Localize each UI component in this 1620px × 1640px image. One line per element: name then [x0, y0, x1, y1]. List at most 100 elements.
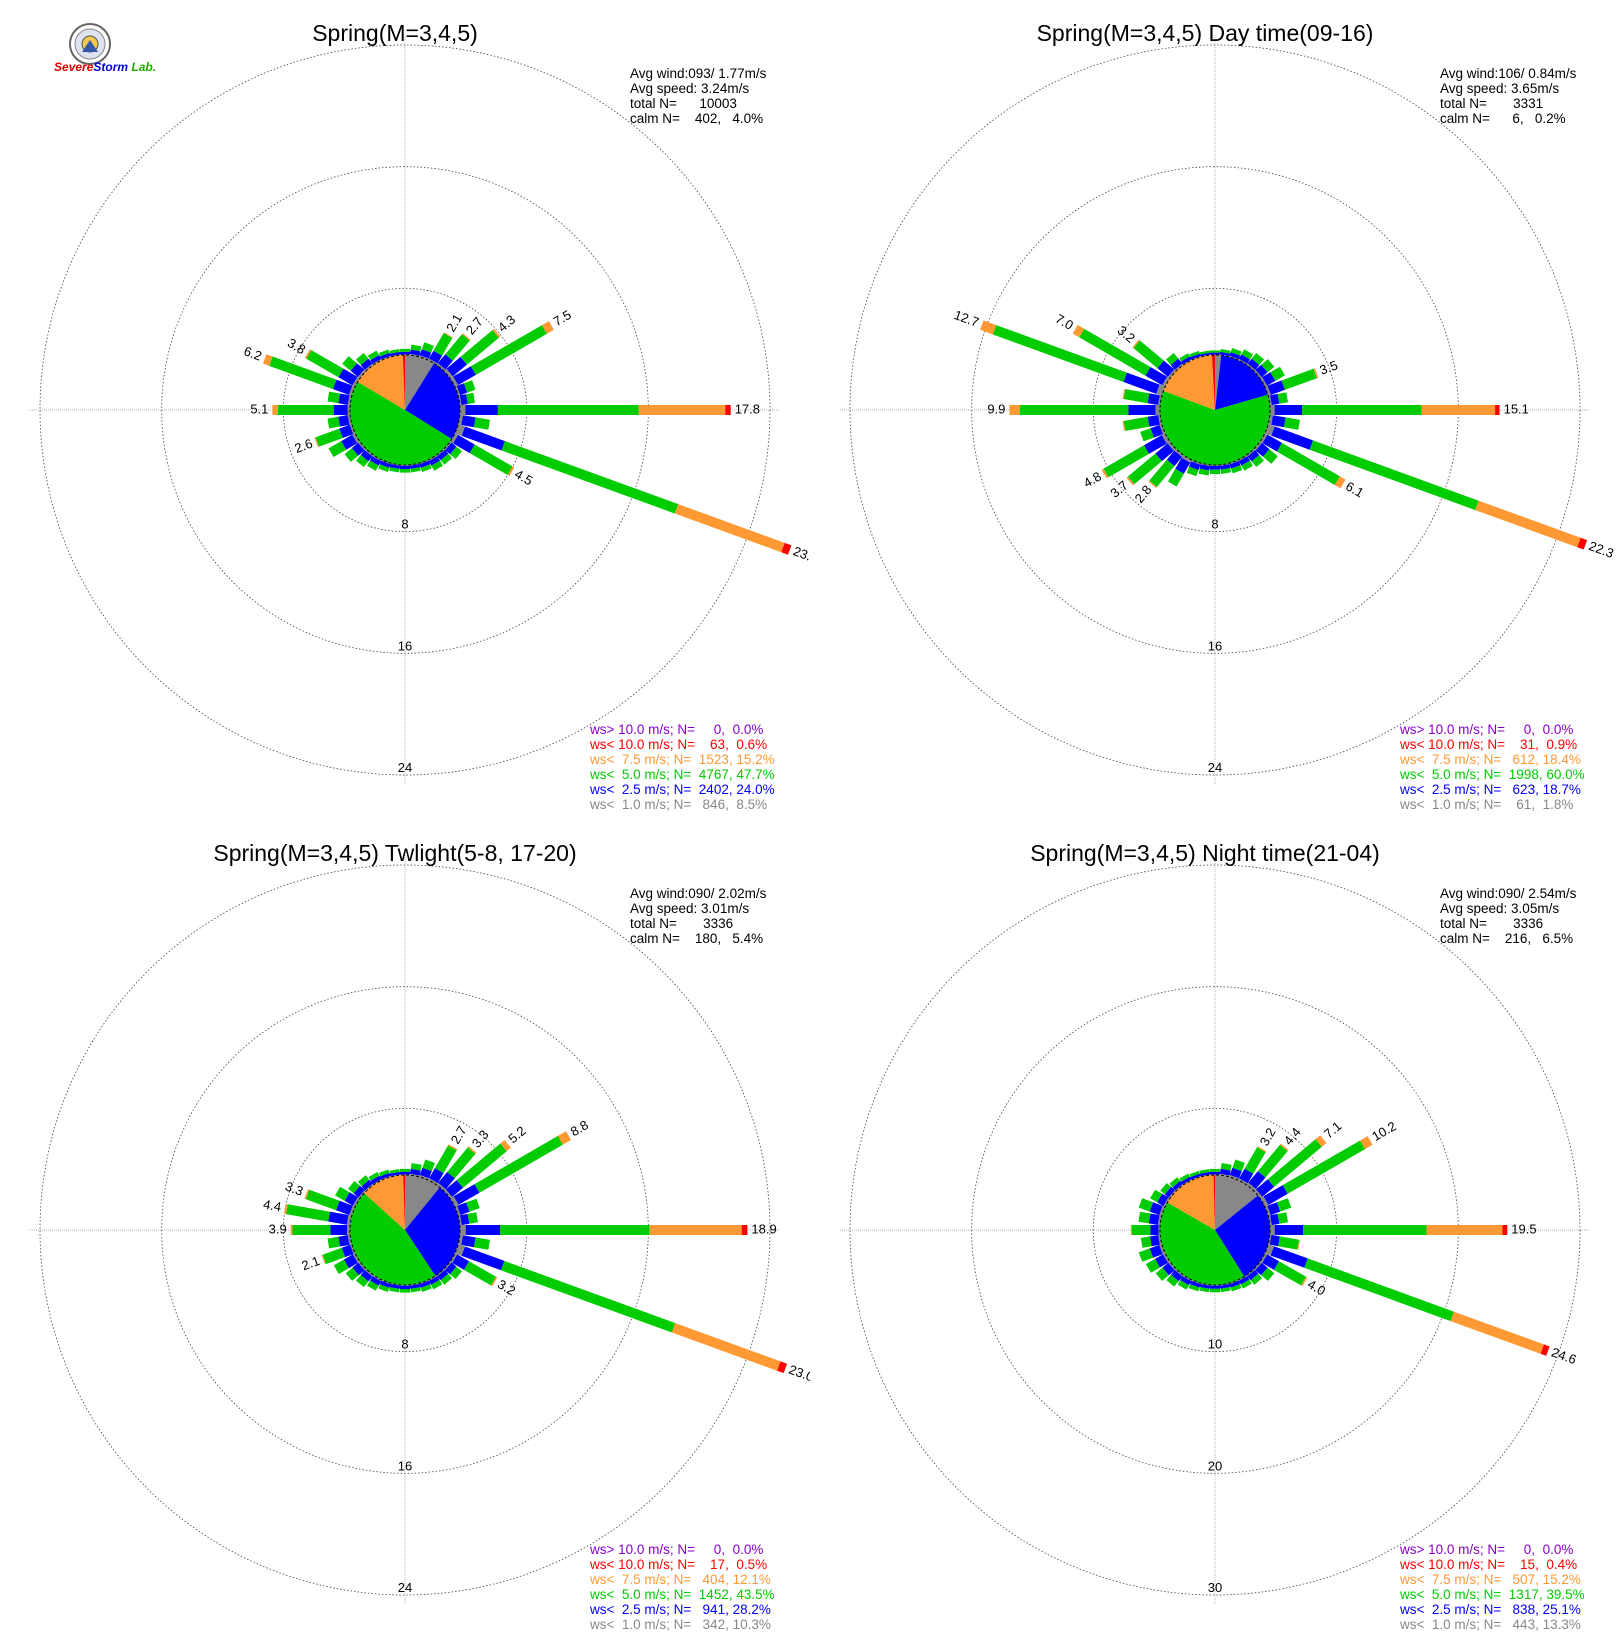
bar-value-label: 6.1	[1343, 478, 1366, 500]
pie-slice	[1211, 355, 1215, 410]
bar-segment	[1166, 450, 1183, 467]
wind-stats: Avg wind:106/ 0.84m/s Avg speed: 3.65m/s t…	[1440, 66, 1576, 126]
bar-segment	[420, 464, 432, 472]
bar-segment	[338, 393, 350, 405]
legend-count: 4767,	[691, 767, 737, 782]
bar-segment	[361, 1179, 373, 1191]
bar-segment	[358, 1175, 370, 1187]
legend-entry: ws< 2.5 m/s; N= 838, 25.1%	[1400, 1602, 1585, 1617]
bar-value-label: 7.5	[551, 307, 574, 329]
bar-segment	[390, 1171, 401, 1177]
bar-segment	[777, 1361, 788, 1374]
legend-percent: 0.0%	[1538, 1542, 1574, 1557]
bar-segment	[434, 1145, 457, 1174]
logo-text-part: torm	[101, 60, 129, 74]
bar-segment	[419, 1167, 432, 1179]
bar-segment	[445, 442, 457, 455]
bar-segment	[453, 366, 476, 386]
bar-segment	[353, 1185, 365, 1198]
bar-segment	[1179, 1173, 1190, 1182]
legend-percent: 18.4%	[1542, 752, 1581, 767]
direction-bar	[358, 1175, 374, 1192]
legend-entry: ws< 5.0 m/s; N= 4767, 47.7%	[590, 767, 775, 782]
bar-value-label: 4.4	[262, 1197, 282, 1215]
pie-slice	[349, 1193, 436, 1286]
direction-bar	[1265, 1244, 1550, 1356]
legend-label: ws< 5.0 m/s; N=	[1400, 1587, 1502, 1602]
legend-count: 0,	[695, 722, 729, 737]
bar-segment	[458, 1215, 462, 1226]
direction-bar	[1270, 405, 1500, 415]
bar-segment	[1144, 435, 1167, 454]
bar-segment	[1170, 358, 1183, 370]
bar-segment	[1274, 405, 1303, 415]
pie-slice	[1159, 1202, 1245, 1286]
bar-segment	[1210, 1168, 1220, 1172]
bar-segment	[445, 1180, 464, 1197]
bar-segment	[674, 504, 785, 553]
bar-segment	[358, 441, 367, 451]
legend-entry: ws< 7.5 m/s; N= 404, 12.1%	[590, 1572, 775, 1587]
bar-segment	[1164, 1186, 1176, 1198]
bar-segment	[1200, 1171, 1211, 1177]
bar-segment	[419, 1280, 431, 1288]
bar-segment	[352, 376, 360, 387]
wind-stats: Avg wind:090/ 2.54m/s Avg speed: 3.05m/s t…	[1440, 886, 1576, 946]
bar-segment	[341, 1244, 354, 1258]
bar-segment	[389, 1287, 400, 1293]
bar-segment	[1297, 1239, 1300, 1250]
direction-bar	[1009, 405, 1160, 415]
bar-segment	[344, 448, 359, 462]
bar-segment	[1277, 442, 1340, 485]
bar-segment	[1163, 1197, 1170, 1207]
bar-segment	[446, 356, 467, 377]
legend-count: 623,	[1501, 782, 1543, 797]
direction-bar	[1155, 1261, 1177, 1281]
bar-segment	[470, 325, 547, 375]
direction-bar	[345, 1261, 367, 1281]
bar-segment	[460, 1213, 470, 1226]
bar-segment	[1250, 1273, 1262, 1285]
bar-value-label: 3.7	[1107, 478, 1130, 501]
bar-segment	[367, 1280, 379, 1291]
bar-value-label: 3.9	[269, 1221, 287, 1236]
bar-segment	[1170, 1270, 1183, 1282]
legend-entry: ws< 10.0 m/s; N= 31, 0.9%	[1400, 737, 1585, 752]
bar-value-label: 23.0	[787, 1362, 810, 1385]
legend-count: 1523,	[691, 752, 737, 767]
direction-bar	[1260, 1253, 1308, 1287]
bar-value-label: 3.3	[283, 1178, 305, 1198]
bar-segment	[437, 354, 453, 370]
bar-segment	[410, 1287, 421, 1293]
bar-segment	[333, 405, 348, 415]
legend-label: ws> 10.0 m/s; N=	[590, 722, 696, 737]
legend-percent: 15.2%	[736, 752, 775, 767]
direction-bar	[1238, 455, 1253, 471]
legend-percent: 8.5%	[732, 797, 768, 812]
bar-segment	[1199, 1284, 1211, 1289]
bar-segment	[1210, 1285, 1220, 1289]
bar-segment	[456, 383, 468, 396]
direction-bar	[419, 342, 434, 360]
bar-segment	[429, 1168, 444, 1184]
bar-segment	[400, 351, 410, 355]
wind-rose-plot: 10 20 30 3.2 4.4 7.1 10.2 19.5 24.6 4.0	[840, 855, 1590, 1605]
legend-count: 2402,	[691, 782, 737, 797]
bar-segment	[428, 1275, 438, 1282]
bar-segment	[1269, 1234, 1280, 1247]
bar-segment	[1257, 1144, 1288, 1178]
direction-bar	[1219, 1163, 1232, 1177]
legend-label: ws< 10.0 m/s; N=	[1400, 1557, 1506, 1572]
bar-segment	[356, 455, 369, 467]
chart-title: Spring(M=3,4,5) Night time(21-04)	[1030, 840, 1380, 866]
logo-text-part: S	[54, 60, 63, 74]
bar-segment	[284, 1203, 288, 1215]
bar-segment	[1200, 352, 1211, 357]
bar-segment	[352, 433, 360, 444]
bar-segment	[428, 358, 438, 365]
bar-segment	[1244, 1147, 1266, 1174]
pie-slice	[1160, 390, 1271, 465]
wind-stats: Avg wind:090/ 2.02m/s Avg speed: 3.01m/s t…	[630, 886, 766, 946]
legend-percent: 47.7%	[736, 767, 775, 782]
